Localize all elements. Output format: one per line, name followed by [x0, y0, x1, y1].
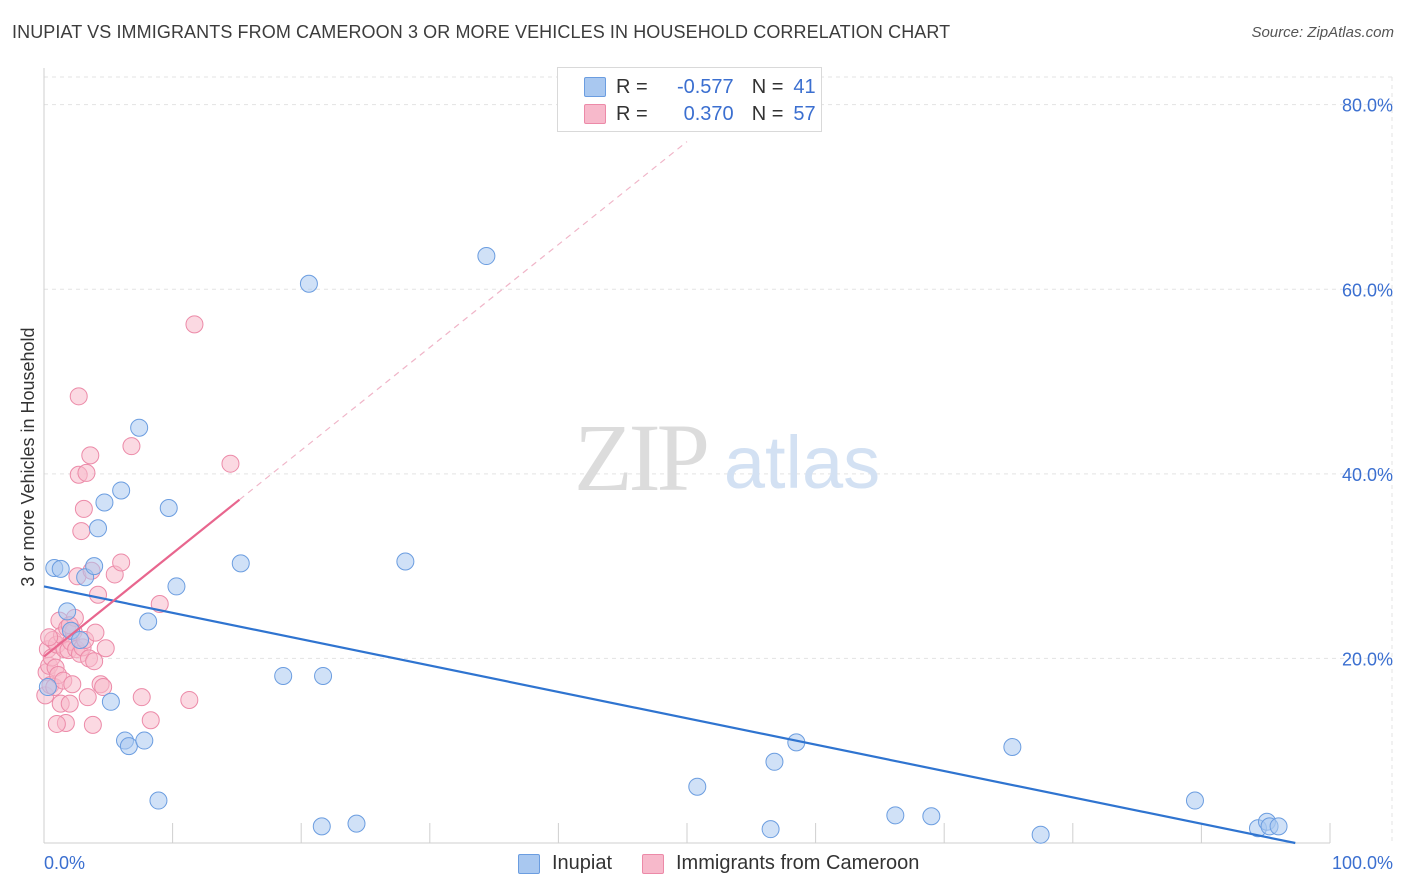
cameroon-point: [94, 678, 113, 697]
cameroon-point: [180, 690, 199, 709]
inupiat-point: [139, 612, 158, 631]
y-tick-label: 60.0%: [1342, 280, 1393, 300]
legend-r-value: 0.370: [683, 102, 734, 125]
cameroon-point: [86, 623, 105, 642]
cameroon-point: [185, 315, 204, 334]
inupiat-point: [51, 559, 70, 578]
inupiat-point: [112, 481, 131, 500]
scatter-points: [36, 247, 1288, 844]
cameroon-point: [141, 711, 160, 730]
cameroon-point: [89, 585, 108, 604]
inupiat-point: [231, 554, 250, 573]
inupiat-point: [130, 418, 149, 437]
legend-n-label: N =: [751, 102, 784, 125]
inupiat-point: [149, 791, 168, 810]
cameroon-point: [77, 463, 96, 482]
inupiat-point: [135, 731, 154, 750]
y-tick-label: 80.0%: [1342, 96, 1393, 116]
x-tick-label: 0.0%: [44, 853, 85, 873]
y-axis-label: 3 or more Vehicles in Household: [18, 327, 38, 586]
cameroon-trend-line: [43, 498, 241, 658]
cameroon-point: [122, 437, 141, 456]
correlation-legend: R = -0.577 N = 41 R = 0.370 N = 57: [557, 67, 822, 132]
watermark-zip: ZIP: [574, 404, 707, 511]
gridlines: [44, 76, 1393, 843]
chart-title: INUPIAT VS IMMIGRANTS FROM CAMEROON 3 OR…: [12, 22, 951, 42]
inupiat-point: [1269, 817, 1288, 836]
legend-swatch-cameroon: [584, 104, 606, 124]
inupiat-point: [886, 806, 905, 825]
legend-r-label: R =: [616, 102, 648, 125]
series-legend-label: Immigrants from Cameroon: [676, 852, 920, 874]
watermark-atlas: atlas: [724, 421, 880, 504]
source-label: Source: ZipAtlas.com: [1251, 24, 1394, 41]
inupiat-point: [119, 737, 138, 756]
cameroon-point: [40, 628, 59, 647]
cameroon-trend-extension: [239, 141, 688, 501]
inupiat-point: [95, 493, 114, 512]
inupiat-point: [85, 557, 104, 576]
legend-swatch-inupiat: [584, 77, 606, 97]
cameroon-point: [60, 694, 79, 713]
legend-n-label: N =: [751, 75, 784, 98]
cameroon-point: [81, 446, 100, 465]
inupiat-point: [314, 666, 333, 685]
inupiat-point: [1185, 791, 1204, 810]
cameroon-point: [72, 522, 91, 541]
inupiat-point: [765, 752, 784, 771]
inupiat-point: [89, 519, 108, 538]
inupiat-point: [396, 552, 415, 571]
inupiat-point: [274, 666, 293, 685]
inupiat-point: [1031, 825, 1050, 844]
inupiat-point: [159, 498, 178, 517]
series-legend-label: Inupiat: [552, 852, 613, 874]
series-legend-inupiat[interactable]: Inupiat: [518, 852, 612, 875]
cameroon-point: [96, 639, 115, 658]
inupiat-point: [71, 630, 90, 649]
series-swatch-cameroon: [642, 853, 664, 874]
cameroon-point: [78, 688, 97, 707]
tick-labels: 20.0% 40.0% 60.0% 80.0% 0.0% 100.0%: [44, 96, 1393, 873]
x-tick-label: 100.0%: [1332, 853, 1393, 873]
series-swatch-inupiat: [518, 853, 540, 874]
inupiat-point: [1003, 738, 1022, 757]
inupiat-point: [167, 577, 186, 596]
axes: [43, 68, 1331, 844]
cameroon-point: [112, 553, 131, 572]
cameroon-point: [221, 454, 240, 473]
cameroon-point: [74, 499, 93, 518]
inupiat-point: [688, 777, 707, 796]
cameroon-point: [132, 688, 151, 707]
inupiat-point: [477, 247, 496, 266]
legend-n-value: 41: [793, 75, 816, 98]
cameroon-point: [63, 675, 82, 694]
y-tick-label: 20.0%: [1342, 649, 1393, 669]
cameroon-point: [47, 714, 66, 733]
inupiat-point: [101, 692, 120, 711]
inupiat-point: [38, 678, 57, 697]
inupiat-point: [922, 807, 941, 826]
legend-row-inupiat: R = -0.577 N = 41: [584, 75, 816, 99]
legend-n-value: 57: [793, 102, 816, 125]
inupiat-point: [761, 820, 780, 839]
cameroon-point: [85, 652, 104, 671]
inupiat-point: [58, 602, 77, 621]
legend-row-cameroon: R = 0.370 N = 57: [584, 102, 816, 126]
inupiat-point: [299, 274, 318, 293]
legend-r-label: R =: [616, 75, 648, 98]
inupiat-point: [347, 814, 366, 833]
inupiat-trend-line: [43, 585, 1296, 845]
series-legend: Inupiat Immigrants from Cameroon: [0, 852, 1406, 876]
series-legend-cameroon[interactable]: Immigrants from Cameroon: [642, 852, 919, 875]
trend-lines: [43, 141, 1296, 845]
cameroon-point: [69, 387, 88, 406]
legend-r-value: -0.577: [676, 75, 734, 98]
inupiat-point: [312, 817, 331, 836]
cameroon-point: [83, 715, 102, 734]
y-tick-label: 40.0%: [1342, 465, 1393, 485]
